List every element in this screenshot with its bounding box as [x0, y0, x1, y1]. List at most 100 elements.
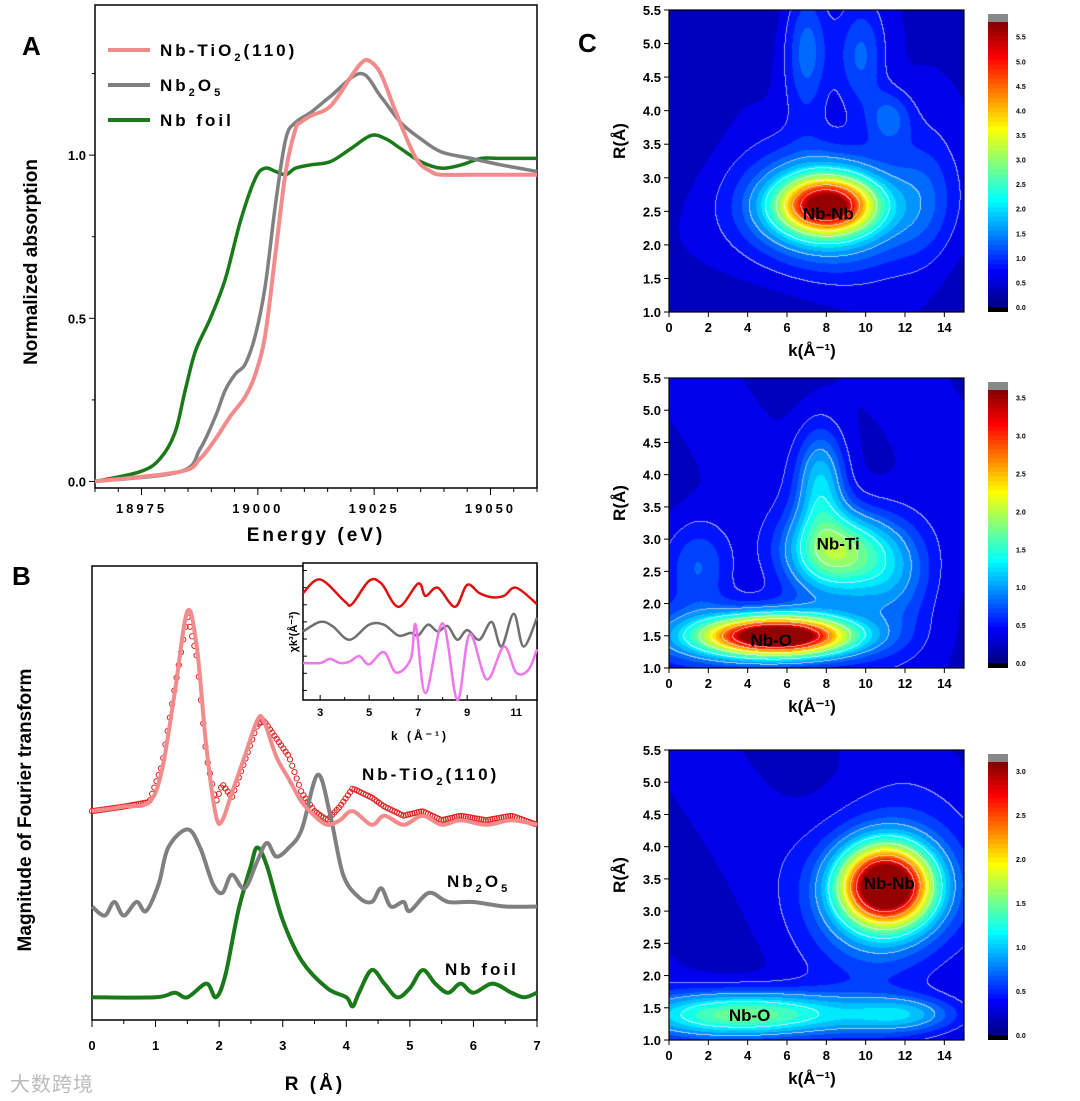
- colorbar-segment: [988, 250, 1008, 256]
- peak-label: Nb-O: [729, 1006, 771, 1025]
- colorbar-segment: [988, 594, 1008, 600]
- subscript: 2: [476, 883, 485, 895]
- y-tick-label: 5.5: [643, 3, 661, 18]
- panel-b-chart: 0 1 2 3 4 5 6 7 R (Å) Magnitude of Fourier transf…: [15, 562, 541, 1095]
- subscript: 2: [189, 87, 198, 99]
- subscript: 5: [501, 883, 510, 895]
- colorbar-segment: [988, 126, 1008, 132]
- colorbar-segment: [988, 944, 1008, 950]
- colorbar-underflow: [988, 663, 1008, 668]
- label-part: O: [485, 872, 501, 891]
- plot-frame: [668, 377, 965, 669]
- colorbar-segment: [988, 264, 1008, 270]
- x-tick-label: 10: [858, 320, 872, 335]
- y-tick-label: 3.5: [643, 137, 661, 152]
- y-tick-label: 4.0: [643, 104, 661, 119]
- colorbar-overflow: [988, 14, 1008, 22]
- colorbar-segment: [988, 848, 1008, 854]
- colorbar-segment: [988, 471, 1008, 478]
- colorbar-tick-label: 2.0: [1016, 509, 1026, 516]
- colorbar-segment: [988, 572, 1008, 578]
- colorbar-segment: [988, 202, 1008, 208]
- y-tick-label: 3.0: [643, 532, 661, 547]
- y-tick-label: 2.5: [643, 936, 661, 951]
- colorbar-segment: [988, 231, 1008, 237]
- y-tick-label: 3.5: [643, 872, 661, 887]
- colorbar-segment: [988, 499, 1008, 505]
- y-tick-label: 4.5: [643, 435, 661, 450]
- watermark: 大数跨境: [10, 1072, 94, 1096]
- colorbar-segment: [988, 444, 1008, 450]
- data-point: [480, 816, 487, 823]
- colorbar-segment: [988, 188, 1008, 194]
- colorbar-segment: [988, 535, 1008, 541]
- colorbar-segment: [988, 50, 1008, 56]
- x-tick-label: 18975: [116, 501, 167, 516]
- panel-label-b: B: [12, 561, 31, 591]
- label-part: (110): [446, 765, 500, 784]
- colorbar-tick-label: 0.5: [1016, 280, 1026, 287]
- colorbar-tick-label: 4.0: [1016, 108, 1026, 115]
- colorbar-segment: [988, 599, 1008, 605]
- colorbar-segment: [988, 816, 1008, 822]
- inset-x-tick-label: 9: [464, 707, 470, 719]
- series-line-nb2o5: [94, 71, 538, 484]
- data-point: [215, 790, 222, 798]
- colorbar-segment: [988, 481, 1008, 487]
- colorbar-segment: [988, 1016, 1008, 1022]
- x-axis-label: R (Å): [285, 1074, 345, 1095]
- colorbar-tick-label: 5.5: [1016, 35, 1026, 42]
- colorbar-segment: [988, 36, 1008, 42]
- colorbar-tick-label: 1.0: [1016, 256, 1026, 263]
- y-axis-label: R(Å): [610, 857, 629, 893]
- label-part: Nb foil: [445, 960, 519, 979]
- y-tick-label: 3.0: [643, 904, 661, 919]
- label-part: Nb foil: [160, 111, 234, 130]
- colorbar-tick-label: 0.0: [1016, 661, 1026, 668]
- colorbar-tick-label: 2.5: [1016, 182, 1026, 189]
- colorbar-segment: [988, 962, 1008, 968]
- x-tick-label: 5: [406, 1038, 413, 1053]
- colorbar-segment: [988, 971, 1008, 977]
- colorbar-segment: [988, 903, 1008, 909]
- colorbar-segment: [988, 512, 1008, 518]
- legend-label: Nb-TiO2(110): [160, 41, 297, 64]
- colorbar-tick-label: 4.5: [1016, 84, 1026, 91]
- colorbar-segment: [988, 884, 1008, 890]
- colorbar-segment: [988, 259, 1008, 265]
- y-tick-label: 5.0: [643, 775, 661, 790]
- colorbar-segment: [988, 453, 1008, 459]
- colorbar-segment: [988, 394, 1008, 400]
- colorbar-segment: [988, 635, 1008, 641]
- y-tick-label: 5.5: [643, 743, 661, 758]
- colorbar-segment: [988, 771, 1008, 777]
- colorbar-segment: [988, 273, 1008, 280]
- colorbar-segment: [988, 283, 1008, 289]
- colorbar-segment: [988, 288, 1008, 294]
- colorbar-segment: [988, 254, 1008, 261]
- y-tick-label: 4.0: [643, 840, 661, 855]
- colorbar-segment: [988, 430, 1008, 437]
- colorbar-segment: [988, 544, 1008, 550]
- colorbar-segment: [988, 1021, 1008, 1027]
- inset-x-tick-label: 5: [366, 707, 372, 719]
- y-tick-label: 0.5: [68, 311, 86, 326]
- colorbar-tick-label: 2.0: [1016, 857, 1026, 864]
- colorbar-segment: [988, 980, 1008, 986]
- x-tick-label: 4: [744, 1048, 752, 1063]
- colorbar-segment: [988, 603, 1008, 609]
- x-tick-label: 12: [898, 320, 912, 335]
- colorbar-segment: [988, 830, 1008, 836]
- series-line-nb-foil: [91, 845, 538, 1009]
- x-tick-label: 8: [823, 676, 830, 691]
- y-tick-label: 2.0: [643, 969, 661, 984]
- plot-frame: [668, 9, 965, 313]
- inset-x-label: k (Å⁻¹): [391, 728, 449, 743]
- colorbar-tick-label: 3.5: [1016, 133, 1026, 140]
- colorbar-segment: [988, 834, 1008, 840]
- colorbar-segment: [988, 921, 1008, 927]
- data-point: [484, 816, 492, 823]
- colorbar-segment: [988, 102, 1008, 109]
- x-tick-label: 19050: [465, 501, 516, 516]
- x-tick-label: 4: [744, 320, 752, 335]
